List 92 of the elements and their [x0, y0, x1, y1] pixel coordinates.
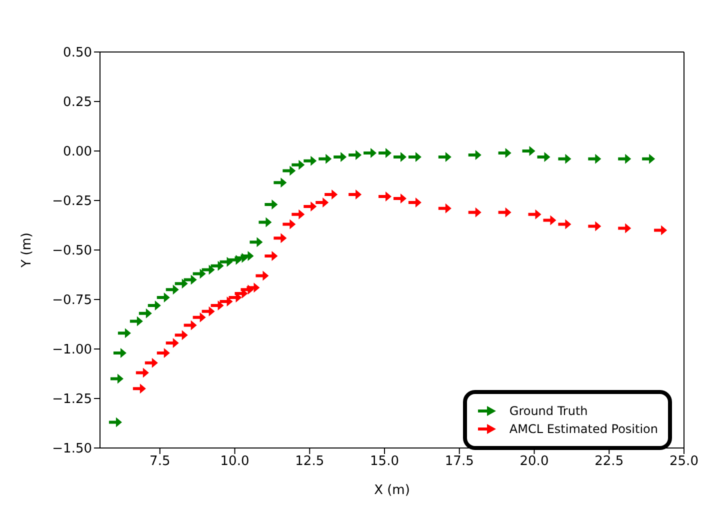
point	[174, 330, 188, 340]
point	[292, 209, 305, 220]
point	[378, 148, 392, 158]
point	[144, 358, 158, 368]
point	[110, 374, 124, 384]
point	[264, 250, 278, 261]
point	[202, 264, 215, 275]
y-tick-label: −1.50	[52, 442, 92, 457]
point	[468, 150, 482, 160]
point	[166, 338, 179, 348]
x-tick-label: 12.5	[295, 454, 324, 470]
point	[256, 270, 269, 281]
point	[240, 250, 254, 261]
x-axis-title: X (m)	[374, 483, 410, 498]
point	[588, 154, 602, 164]
point	[210, 260, 224, 271]
point	[184, 274, 197, 285]
point	[192, 268, 206, 279]
point	[393, 194, 406, 204]
point	[324, 190, 338, 200]
point	[522, 146, 536, 156]
point	[130, 316, 143, 326]
point	[113, 348, 126, 358]
point	[220, 296, 233, 306]
y-tick-label: 0.50	[63, 46, 92, 61]
point	[184, 320, 197, 330]
y-tick-label: 0.25	[63, 95, 92, 110]
point	[148, 300, 161, 310]
point	[558, 219, 572, 230]
x-tick-label: 15.0	[370, 454, 399, 470]
point	[292, 160, 305, 170]
y-axis-title: Y (m)	[20, 232, 35, 268]
point	[282, 166, 296, 176]
y-tick-label: −0.25	[52, 194, 92, 210]
point	[537, 152, 550, 162]
point	[118, 328, 131, 338]
point	[202, 306, 215, 316]
point	[408, 152, 422, 162]
point	[618, 223, 632, 234]
point	[132, 384, 146, 394]
point	[334, 152, 347, 162]
point	[166, 284, 179, 295]
point	[438, 152, 452, 162]
point	[318, 154, 332, 164]
y-tick-label: −1.25	[52, 392, 92, 408]
y-tick-label: −0.75	[52, 293, 92, 308]
point	[498, 148, 512, 158]
y-tick-label: 0.00	[63, 144, 92, 160]
point	[316, 197, 329, 208]
point	[138, 308, 152, 318]
point	[156, 292, 170, 303]
point	[348, 150, 362, 160]
point	[528, 209, 542, 220]
point	[654, 225, 668, 236]
point	[136, 368, 149, 378]
point	[543, 215, 556, 226]
point	[174, 278, 188, 289]
y-tick-label: −1.00	[52, 342, 92, 358]
x-tick-label: 22.5	[594, 454, 624, 470]
point	[210, 300, 224, 310]
point	[274, 233, 287, 244]
point	[468, 207, 482, 218]
point	[393, 152, 406, 162]
point	[258, 217, 272, 228]
point	[438, 203, 452, 214]
y-tick-label: −0.50	[52, 244, 92, 259]
legend-label: Ground Truth	[509, 404, 588, 418]
point	[558, 154, 572, 164]
point	[378, 192, 392, 202]
point	[408, 197, 422, 208]
point	[250, 237, 263, 248]
point	[348, 190, 362, 200]
point	[274, 178, 287, 188]
x-tick-label: 20.0	[520, 454, 549, 470]
point	[192, 312, 206, 322]
x-tick-label: 10.0	[220, 454, 250, 470]
point	[642, 154, 656, 164]
point	[304, 201, 317, 212]
point	[304, 156, 317, 166]
x-tick-label: 17.5	[444, 454, 474, 470]
point	[246, 282, 260, 293]
x-tick-label: 7.5	[150, 454, 170, 470]
point	[156, 348, 170, 358]
point	[498, 207, 512, 218]
point	[264, 199, 278, 210]
point	[618, 154, 632, 164]
legend-label: AMCL Estimated Position	[509, 422, 658, 436]
x-tick-label: 25.0	[670, 454, 698, 470]
point	[282, 219, 296, 230]
point	[108, 417, 122, 428]
point	[588, 221, 602, 232]
point	[364, 148, 377, 158]
